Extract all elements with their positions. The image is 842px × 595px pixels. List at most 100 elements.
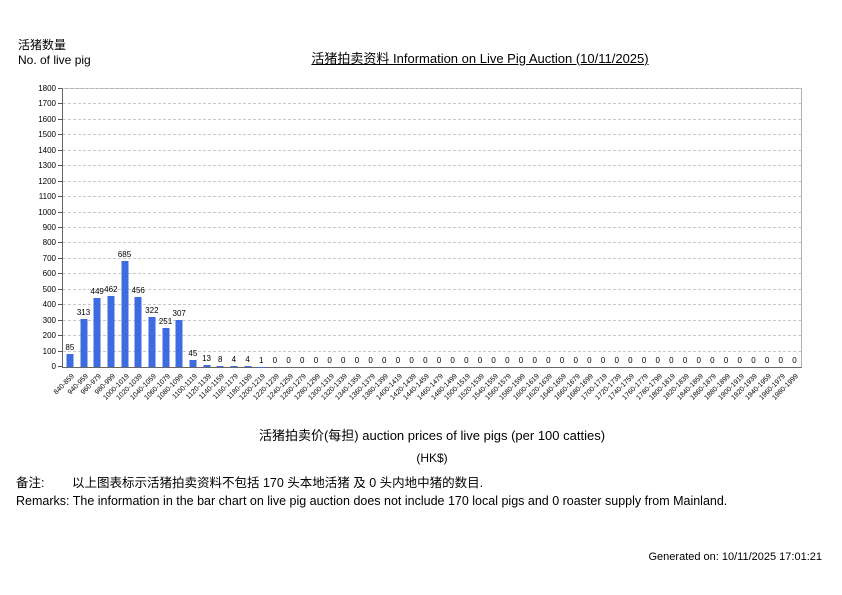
- bar-value-label: 0: [272, 356, 278, 365]
- bar-value-label: 0: [710, 356, 715, 365]
- y-tick-label: 700: [42, 253, 56, 263]
- bar-slot: 0: [268, 89, 282, 367]
- bar-slot: 0: [528, 89, 542, 367]
- bar-value-label: 0: [682, 356, 688, 365]
- generated-on-timestamp: Generated on: 10/11/2025 17:01:21: [648, 551, 823, 563]
- bar-value-label: 0: [354, 356, 360, 365]
- y-tick-label: 1500: [38, 130, 56, 140]
- bar: [148, 317, 156, 367]
- y-tick-label: 1100: [38, 192, 56, 202]
- bar-value-label: 462: [104, 284, 118, 294]
- bar-slot: 0: [665, 89, 679, 367]
- bar-value-label: 0: [450, 356, 455, 365]
- gridline: [63, 149, 801, 151]
- y-tick-mark: [58, 350, 62, 352]
- y-tick-label: 1200: [38, 176, 56, 186]
- bar-value-label: 0: [792, 356, 797, 365]
- gridline: [63, 88, 801, 89]
- bar-slot: 0: [788, 89, 802, 367]
- y-tick-label: 600: [42, 269, 56, 279]
- bar-value-label: 8: [217, 354, 223, 364]
- bar: [162, 328, 170, 367]
- bar-value-label: 0: [368, 356, 373, 365]
- bar-value-label: 0: [286, 356, 291, 365]
- bar-slot: 0: [706, 89, 720, 367]
- gridline: [63, 165, 801, 167]
- y-tick-mark: [58, 304, 62, 306]
- chart-title: 活猪拍卖资料 Information on Live Pig Auction (…: [311, 51, 649, 66]
- bar-value-label: 0: [628, 356, 633, 365]
- bar-slot: 0: [651, 89, 665, 367]
- y-tick-mark: [58, 196, 62, 198]
- bar-slot: 449: [90, 89, 104, 367]
- bar-slot: 0: [692, 89, 706, 367]
- bar: [230, 366, 238, 367]
- bar-slot: 0: [542, 89, 556, 367]
- y-tick-mark: [58, 273, 62, 275]
- bar-value-label: 0: [423, 356, 428, 365]
- y-tick-label: 200: [42, 331, 56, 341]
- x-axis-unit: (HK$): [416, 451, 448, 465]
- gridline: [63, 134, 801, 136]
- bar-value-label: 13: [202, 354, 211, 363]
- bar-value-label: 322: [145, 306, 159, 316]
- bar-slot: 0: [432, 89, 446, 367]
- y-tick-label: 100: [42, 346, 56, 356]
- bar-slot: 8: [213, 89, 227, 367]
- bar-slot: 0: [418, 89, 432, 367]
- bar: [134, 296, 142, 367]
- y-tick-mark: [58, 180, 62, 182]
- x-axis: 840-859 940-959 960-979 980-999 1000-1019 102…: [53, 369, 800, 421]
- bar-value-label: 0: [587, 356, 592, 365]
- bar: [244, 366, 252, 367]
- bar-value-label: 45: [188, 349, 198, 359]
- bar-value-label: 456: [131, 285, 145, 295]
- bar-slot: 313: [77, 89, 91, 367]
- bar-value-label: 4: [245, 355, 250, 365]
- bar-slot: 0: [336, 89, 350, 367]
- bar-value-label: 0: [382, 356, 387, 365]
- bar-slot: 0: [309, 89, 323, 367]
- y-tick-mark: [58, 134, 62, 136]
- remark-zh-line: 备注: 以上图表标示活猪拍卖资料不包括 170 头本地活猪 及 0 头内地中猪的数…: [16, 474, 727, 492]
- bar-slot: 0: [596, 89, 610, 367]
- gridline: [63, 304, 801, 306]
- y-axis-title-zh: 活猪数量: [18, 38, 67, 52]
- bar-value-label: 0: [751, 356, 756, 365]
- bar-value-label: 85: [65, 342, 75, 352]
- bar-value-label: 0: [341, 356, 346, 365]
- y-tick-label: 0: [51, 362, 56, 371]
- y-tick-label: 1700: [38, 99, 56, 109]
- gridline: [63, 196, 801, 198]
- bar-value-label: 0: [436, 356, 442, 365]
- bar-slot: 322: [145, 89, 159, 367]
- y-tick-mark: [58, 88, 62, 89]
- bar-value-label: 0: [491, 356, 496, 365]
- remarks: 备注: 以上图表标示活猪拍卖资料不包括 170 头本地活猪 及 0 头内地中猪的数…: [16, 474, 727, 510]
- y-tick-mark: [58, 118, 62, 120]
- bar: [216, 365, 224, 367]
- bar-slot: 0: [774, 89, 788, 367]
- gridline: [63, 180, 801, 182]
- bar: [189, 360, 197, 367]
- y-tick-mark: [58, 242, 62, 244]
- bar: [203, 365, 211, 367]
- bar-slot: 0: [514, 89, 528, 367]
- y-tick-mark: [58, 319, 62, 321]
- y-tick-mark: [58, 149, 62, 151]
- bar-chart: 0 100 200 300 400 500 600 700 800 900 1000 1100 1200…: [20, 84, 820, 428]
- bar-value-label: 0: [641, 356, 647, 365]
- bar-value-label: 4: [231, 355, 237, 365]
- bar-value-label: 0: [614, 356, 619, 365]
- bar-slot: 0: [555, 89, 569, 367]
- x-axis-title: 活猪拍卖价(每担) auction prices of live pigs (p…: [258, 428, 606, 443]
- bar-value-label: 313: [76, 307, 91, 317]
- y-tick-label: 1000: [38, 207, 56, 217]
- bar-slot: 0: [323, 89, 337, 367]
- remark-zh-text: 以上图表标示活猪拍卖资料不包括 170 头本地活猪 及 0 头内地中猪的数目.: [72, 476, 484, 490]
- bar-value-label: 0: [559, 356, 565, 365]
- y-tick-mark: [58, 288, 62, 290]
- y-axis: 0 100 200 300 400 500 600 700 800 900 1000 1100 1200…: [20, 84, 62, 371]
- bar-value-label: 0: [696, 356, 701, 365]
